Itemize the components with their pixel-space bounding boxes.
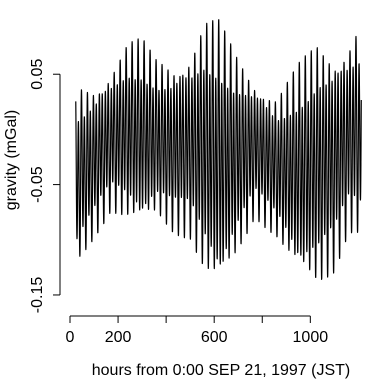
- series-layer: [75, 19, 362, 280]
- series-line-0: [75, 19, 362, 280]
- y-tick-label-0: -0.15: [29, 277, 46, 314]
- y-axis-label: gravity (mGal): [3, 110, 20, 210]
- x-tick-label-1: 200: [105, 329, 132, 346]
- x-axis-label: hours from 0:00 SEP 21, 1997 (JST): [92, 362, 351, 379]
- y-tick-label-2: 0.05: [29, 59, 46, 90]
- y-tick-label-1: -0.05: [29, 166, 46, 203]
- x-tick-label-2: 600: [201, 329, 228, 346]
- x-tick-label-0: 0: [66, 329, 75, 346]
- x-tick-label-3: 1000: [293, 329, 329, 346]
- ticks-layer: 0 200 600 1000 -0.15 -0.05 0.05: [29, 59, 328, 346]
